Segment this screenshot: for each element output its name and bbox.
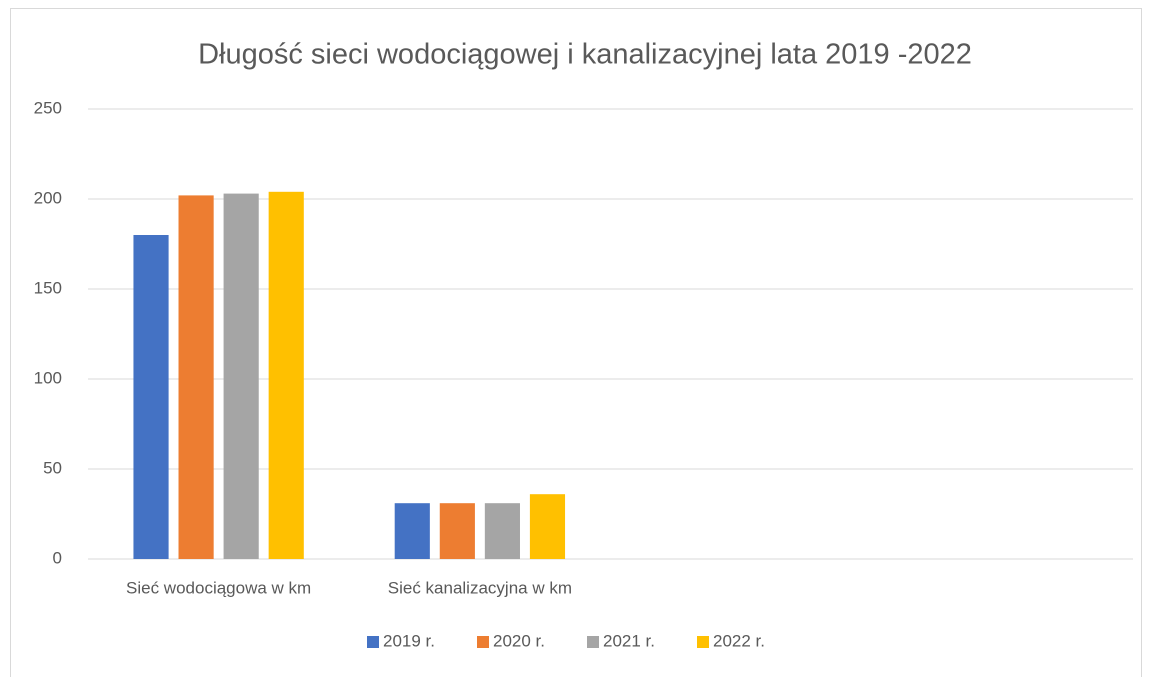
y-tick-label: 100 <box>34 368 62 387</box>
legend-swatch <box>697 636 709 648</box>
y-tick-label: 0 <box>53 548 62 567</box>
bar <box>439 503 475 559</box>
bar <box>394 503 430 559</box>
bar <box>223 193 259 559</box>
legend-label: 2019 r. <box>383 631 435 650</box>
bar <box>484 503 520 559</box>
x-tick-label: Sieć wodociągowa w km <box>126 578 311 597</box>
y-tick-label: 250 <box>34 98 62 117</box>
y-tick-label: 50 <box>43 458 62 477</box>
legend-label: 2021 r. <box>603 631 655 650</box>
bar <box>178 195 214 559</box>
legend-swatch <box>587 636 599 648</box>
legend-swatch <box>477 636 489 648</box>
legend-label: 2020 r. <box>493 631 545 650</box>
bar <box>268 191 304 560</box>
y-tick-label: 200 <box>34 188 62 207</box>
bar <box>529 494 566 559</box>
legend-label: 2022 r. <box>713 631 765 650</box>
x-tick-label: Sieć kanalizacyjna w km <box>388 578 572 597</box>
bar <box>133 235 169 559</box>
legend-swatch <box>367 636 379 648</box>
chart-title: Długość sieci wodociągowej i kanalizacyj… <box>198 39 972 71</box>
y-tick-label: 150 <box>34 278 62 297</box>
